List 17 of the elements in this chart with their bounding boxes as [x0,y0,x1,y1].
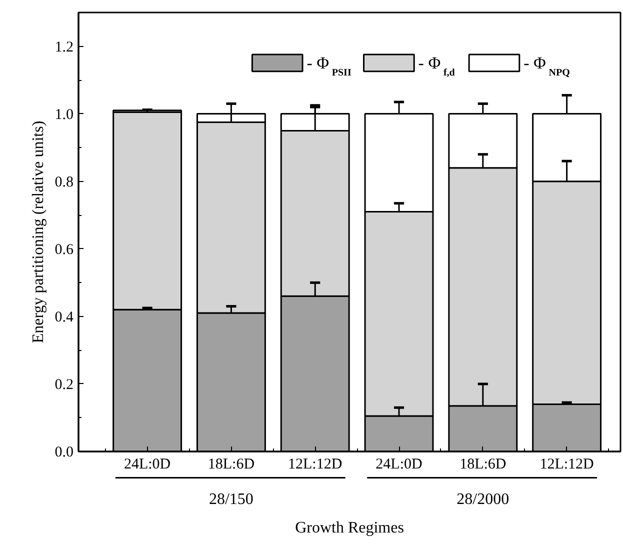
y-tick-label: 1.0 [54,106,74,123]
x-tick-label: 18L:6D [460,456,506,472]
x-axis-title: Growth Regimes [295,520,404,536]
text: 28/150 [208,491,254,508]
x-tick-label: 24L:0D [124,456,171,472]
x-tick-label: 12L:12D [288,456,342,472]
x-tick-label: 24L:0D [376,456,422,472]
y-tick-label: 0.2 [54,376,74,393]
y-tick-label: 1.2 [54,39,74,56]
text: 28/2000 [456,491,510,508]
y-tick-label: 0.8 [54,174,74,190]
y-tick-label: 0.0 [54,444,74,460]
x-tick-label: 18L:6D [208,456,255,472]
y-tick-label: 0.4 [54,309,74,326]
y-axis-title: Energy partitioning (relative units) [30,120,47,344]
x-tick-label: 12L:12D [540,456,594,472]
y-tick-label: 0.6 [54,242,74,258]
